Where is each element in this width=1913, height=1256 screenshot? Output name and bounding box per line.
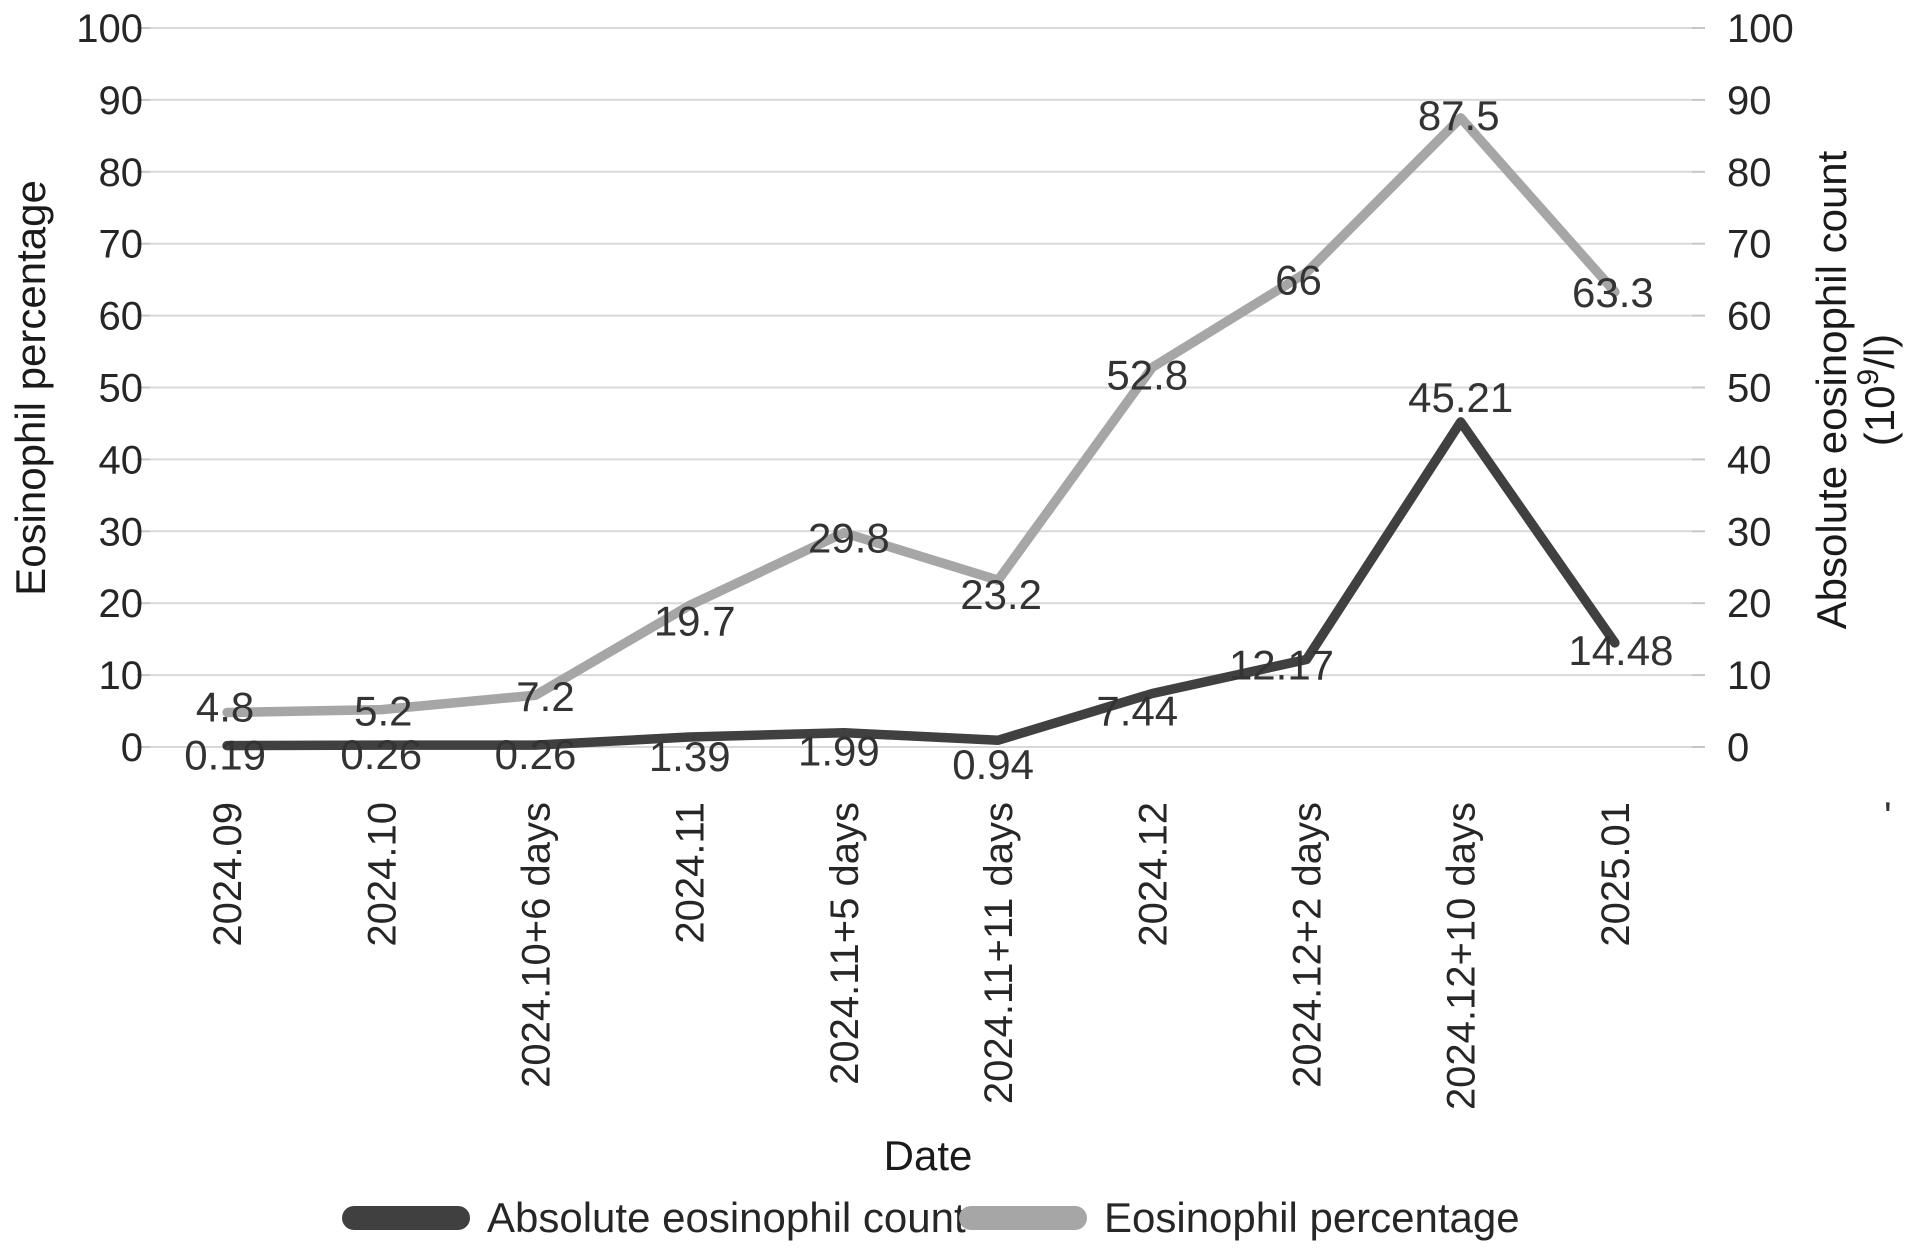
data-label: 63.3 xyxy=(1572,269,1654,316)
data-label: 0.26 xyxy=(495,731,577,778)
series-line-absolute-eosinophil-count xyxy=(222,417,1620,751)
x-axis-tick-label: 2024.11+11 days xyxy=(977,802,1021,1104)
data-label: 1.39 xyxy=(649,733,731,780)
y-axis-tick-label-left: 30 xyxy=(99,510,144,554)
y-axis-tick-label-right: 10 xyxy=(1727,654,1772,698)
y-axis-title-right: Absolute eosinophil count xyxy=(1808,150,1855,629)
y-axis-tick-label-left: 40 xyxy=(99,438,144,482)
series-line-eosinophil-percentage xyxy=(222,113,1620,718)
y-axis-tick-label-left: 0 xyxy=(121,726,143,770)
legend-label-eosinophil-percentage: Eosinophil percentage xyxy=(1104,1194,1520,1241)
y-axis-tick-label-left: 70 xyxy=(99,223,144,267)
y-axis-tick-label-right: 90 xyxy=(1727,79,1772,123)
x-axis-tick-label: 2024.09 xyxy=(206,802,250,947)
data-label: 66 xyxy=(1275,256,1322,303)
data-label: 87.5 xyxy=(1418,92,1500,139)
data-label: 12.17 xyxy=(1229,641,1334,688)
y-axis-tick-label-right: 50 xyxy=(1727,367,1772,411)
y-axis-title-left: Eosinophil percentage xyxy=(7,180,54,596)
y-axis-tick-label-left: 80 xyxy=(99,151,144,195)
y-axis-title-right-units: (109/l) xyxy=(1852,334,1903,446)
y-axis-tick-label-right: 0 xyxy=(1727,726,1749,770)
data-label: 5.2 xyxy=(354,688,412,735)
y-axis-tick-label-right: 30 xyxy=(1727,510,1772,554)
data-label: 45.21 xyxy=(1408,374,1513,421)
y-axis-tick-label-left: 20 xyxy=(99,582,144,626)
data-label: 52.8 xyxy=(1106,351,1188,398)
data-label: 0.26 xyxy=(340,731,422,778)
x-axis-tick-label: 2024.10 xyxy=(360,802,404,947)
y-axis-tick-label-right: 80 xyxy=(1727,151,1772,195)
data-label: 19.7 xyxy=(654,597,736,644)
data-label: 7.2 xyxy=(516,673,574,720)
x-axis-tick-label: 2024.12 xyxy=(1131,802,1175,947)
x-axis-tick-label: 2024.12+10 days xyxy=(1440,802,1484,1110)
data-label: 23.2 xyxy=(960,571,1042,618)
y-axis-tick-label-left: 10 xyxy=(99,654,144,698)
data-label: 14.48 xyxy=(1568,627,1673,674)
data-label: 4.8 xyxy=(196,683,254,730)
y-axis-tick-label-left: 90 xyxy=(99,79,144,123)
x-axis-tick-label: 2024.12+2 days xyxy=(1286,802,1330,1088)
y-axis-tick-label-left: 50 xyxy=(99,367,144,411)
data-label: 0.19 xyxy=(184,732,266,779)
y-axis-tick-label-right: 70 xyxy=(1727,223,1772,267)
data-label: 29.8 xyxy=(808,515,890,562)
x-axis-title: Date xyxy=(884,1132,973,1179)
data-label: 0.94 xyxy=(952,741,1034,788)
data-label: 1.99 xyxy=(798,728,880,775)
x-axis-tick-label: 2024.11 xyxy=(669,802,713,944)
y-axis-tick-label-right: 100 xyxy=(1727,7,1794,51)
stray-mark: ' xyxy=(1884,795,1892,839)
x-axis-tick-label: 2025.01 xyxy=(1594,802,1638,947)
y-axis-tick-label-right: 60 xyxy=(1727,295,1772,339)
legend-label-absolute-eosinophil-count: Absolute eosinophil count xyxy=(487,1194,966,1241)
y-axis-tick-label-right: 20 xyxy=(1727,582,1772,626)
y-axis-tick-label-left: 60 xyxy=(99,295,144,339)
y-axis-tick-label-left: 100 xyxy=(76,7,143,51)
y-axis-tick-label-right: 40 xyxy=(1727,438,1772,482)
x-axis-tick-label: 2024.11+5 days xyxy=(823,802,867,1085)
x-axis-tick-label: 2024.10+6 days xyxy=(515,802,559,1088)
data-label: 7.44 xyxy=(1096,688,1178,735)
